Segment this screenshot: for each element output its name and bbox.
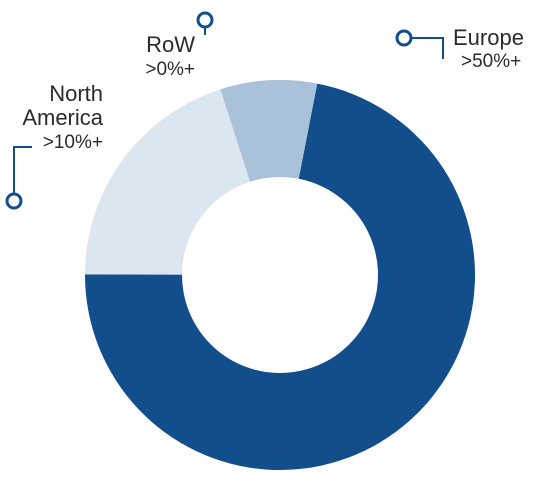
leader-dot — [198, 13, 212, 27]
label-row-sub: >0%+ — [145, 59, 195, 80]
donut-chart: Europe>50%+ NorthAmerica>10%+ RoW>0%+ — [0, 0, 551, 501]
slice-na — [85, 89, 250, 274]
label-europe-sub: >50%+ — [461, 51, 521, 72]
leader-dot — [7, 194, 21, 208]
donut-slices — [85, 80, 475, 470]
label-europe-title: Europe — [453, 25, 524, 50]
label-na-sub: >10%+ — [43, 132, 103, 153]
label-row-title: RoW — [146, 32, 195, 57]
label-na-title-1: North — [49, 81, 103, 106]
label-na-title-2: America — [22, 105, 103, 130]
leader-line — [14, 147, 32, 201]
leader-dot — [397, 31, 411, 45]
